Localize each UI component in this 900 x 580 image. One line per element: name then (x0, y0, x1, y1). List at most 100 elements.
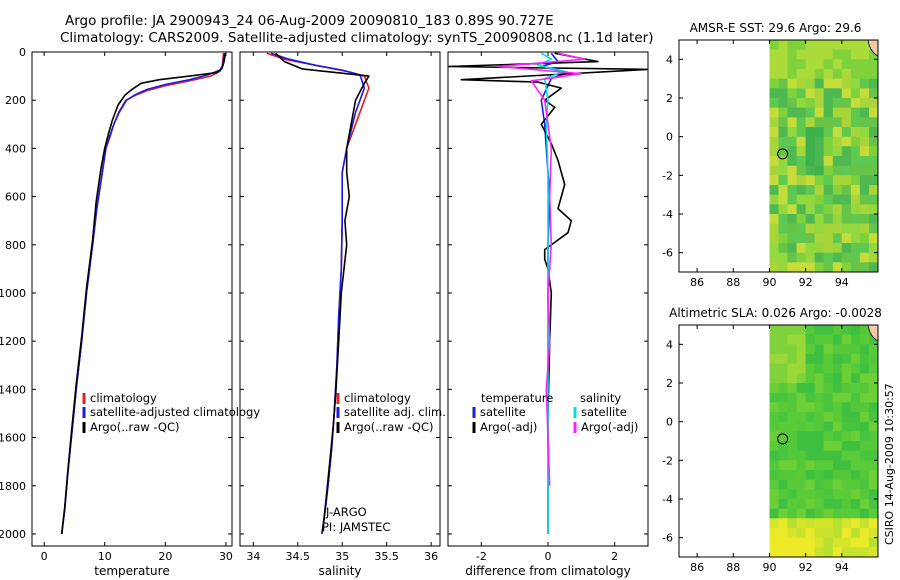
sla_map-cell (869, 528, 878, 539)
sla_map-cell (859, 354, 870, 365)
sla_map-cell (814, 334, 825, 345)
sst_map-cell (778, 194, 789, 205)
sst_map-cell (814, 175, 825, 186)
sst_map-cell (778, 233, 789, 244)
sst_map-cell (787, 40, 798, 51)
sla_map-cell (814, 489, 825, 500)
sla_map-cell (787, 402, 798, 413)
sst_map-cell (769, 165, 780, 176)
sla_map-cell (787, 537, 798, 548)
sst_map-cell (850, 165, 861, 176)
sla_map-cell (841, 518, 852, 529)
sst_map-cell (769, 194, 780, 205)
sla_map-cell (841, 334, 852, 345)
sst_map-cell (814, 107, 825, 118)
sst_map-frame (678, 39, 879, 273)
sst_map-cell (796, 185, 807, 196)
sst_map-cell (778, 185, 789, 196)
sst_map-cell (787, 59, 798, 70)
sst_map-cell (841, 59, 852, 70)
sst_map-cell (823, 136, 834, 147)
sla_map-cell (778, 537, 789, 548)
sla_map-cell (787, 431, 798, 442)
sst_map-cell (841, 136, 852, 147)
sst_map-cell (823, 262, 834, 272)
sst_map-cell (859, 243, 870, 254)
difference-xtick-label: 2 (611, 550, 618, 563)
sla_map-cell (787, 392, 798, 403)
sst_map-cell (869, 88, 878, 99)
temperature-plot-frame (31, 51, 233, 547)
salinity-annotation-group: J-ARGO (325, 505, 367, 519)
sst_map-cell (841, 175, 852, 186)
sst_map-cell (850, 40, 861, 51)
sst_map-cell (869, 165, 878, 176)
sst_map-cell (823, 69, 834, 80)
difference-legend-temp-argo-label: Argo(-adj) (480, 420, 537, 434)
sla_map-cell (778, 383, 789, 394)
sla_map-cell (769, 528, 780, 539)
sla_map-cell (769, 450, 780, 461)
sst_map-cell (832, 156, 843, 167)
sst_map-cell (859, 69, 870, 80)
sla_map-cell (850, 392, 861, 403)
sla_map-cell (841, 344, 852, 355)
sla_map-cell (823, 450, 834, 461)
sst_map-cell (859, 175, 870, 186)
sla_map-cell (859, 412, 870, 423)
sla_map-cell (869, 431, 878, 442)
sst_map-cell (850, 175, 861, 186)
sst_map-cell (796, 194, 807, 205)
sst_map-cell (778, 78, 789, 89)
sst_map-cell (850, 49, 861, 60)
sst_map-cell (814, 214, 825, 225)
sla_map-cell (841, 528, 852, 539)
sst_map-cell (869, 107, 878, 118)
sla_map-ytick-label: 0 (666, 416, 673, 429)
sla_map-cell (814, 441, 825, 452)
sst_map-cell (787, 233, 798, 244)
sst_map-cell (796, 165, 807, 176)
sla_map-cell (787, 441, 798, 452)
sla_map-cell (841, 325, 852, 336)
sla_map-cell (841, 354, 852, 365)
sst_map-cell (805, 185, 816, 196)
sst_map-cell (787, 165, 798, 176)
sst_map-cell (869, 204, 878, 215)
sst_map-cell (859, 88, 870, 99)
sla_map-cell (869, 344, 878, 355)
sst_map-cell (869, 243, 878, 254)
sst_map-cell (859, 252, 870, 263)
sla_map-cell (796, 363, 807, 374)
sla_map-cell (832, 421, 843, 432)
sst_map-cell (823, 175, 834, 186)
sla_map-cell (769, 537, 780, 548)
sst_map-cell (805, 204, 816, 215)
sla_map-cell (859, 402, 870, 413)
sst_map-cell (796, 78, 807, 89)
sla_map-cell (805, 460, 816, 471)
sst_map-cell (769, 204, 780, 215)
sst_map-cell (869, 146, 878, 157)
sst_map-cell (796, 49, 807, 60)
sla_map-cell (796, 508, 807, 519)
sla_map-cell (814, 325, 825, 336)
difference-legend-temp-satellite-label: satellite (480, 405, 526, 419)
temperature-ytick-label: 1400 (0, 383, 26, 396)
sst_map-cell (869, 59, 878, 70)
sla_map-cell (814, 363, 825, 374)
sla_map-cell (850, 373, 861, 384)
sla_map-cell (805, 489, 816, 500)
sla_map-cell (859, 499, 870, 510)
sst_map-cell (778, 252, 789, 263)
sst_map-cell (841, 146, 852, 157)
sla_map-cell (778, 412, 789, 423)
sla_map-cell (869, 392, 878, 403)
sla_map-cell (869, 334, 878, 345)
sst_map-cell (769, 223, 780, 234)
sla_map-cell (823, 363, 834, 374)
sst_map-cell (787, 223, 798, 234)
sst_map-cell (859, 107, 870, 118)
sla_map-cell (814, 518, 825, 529)
